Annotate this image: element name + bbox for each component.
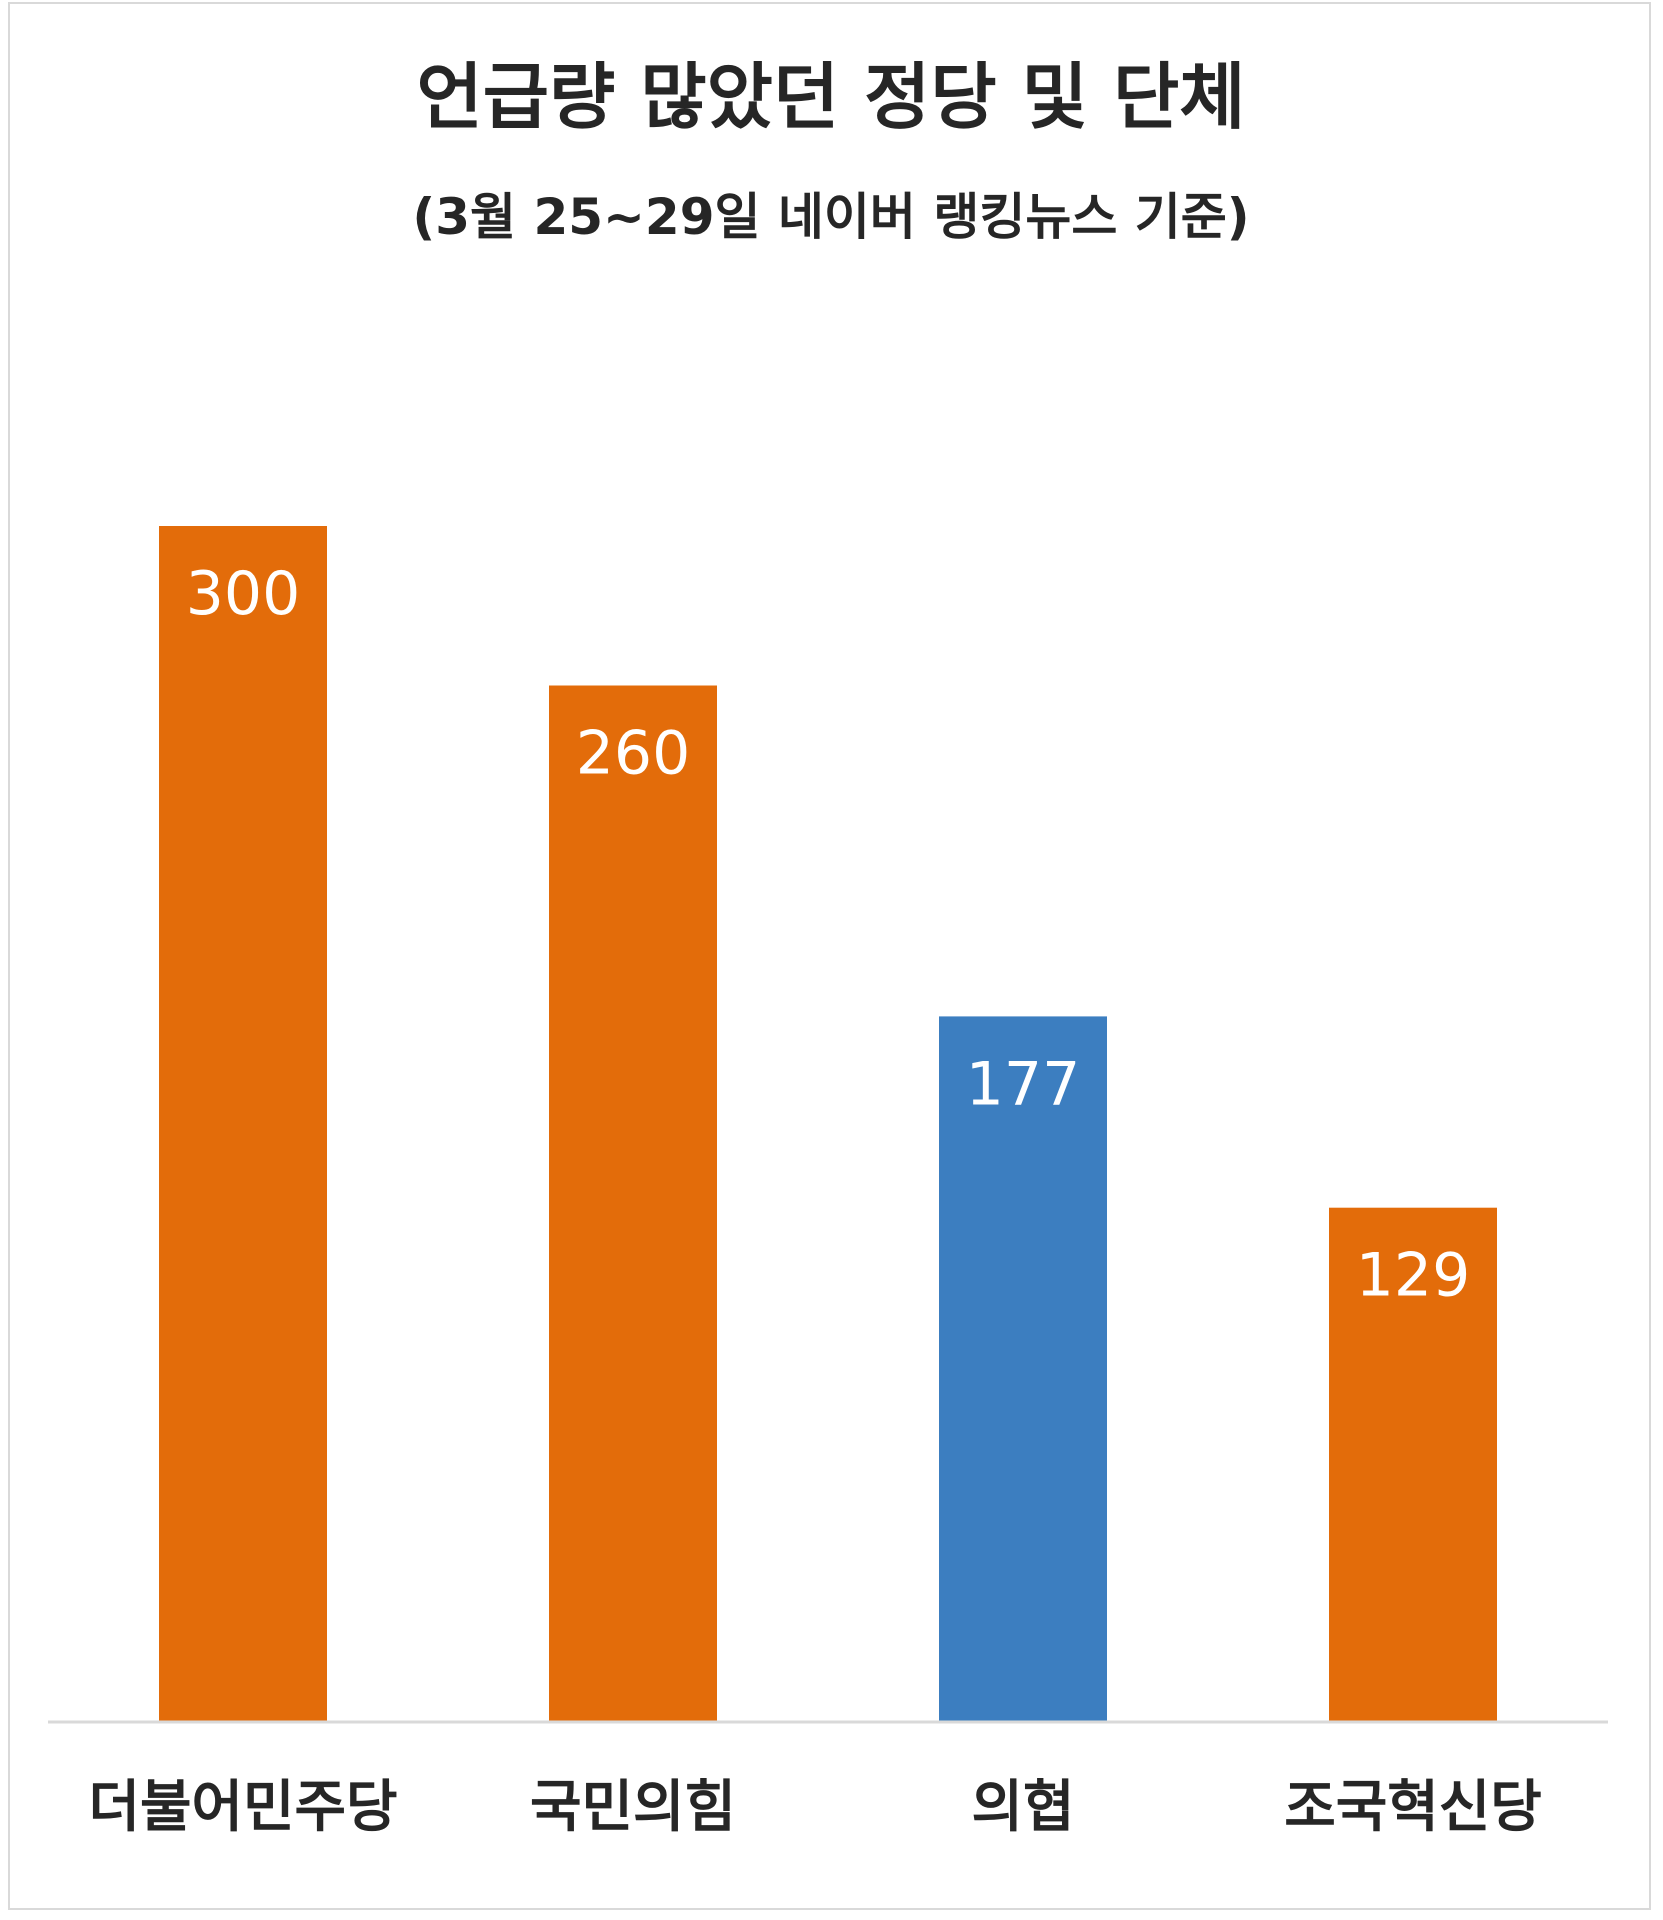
category-label-3: 조국혁신당 xyxy=(1284,1775,1542,1840)
data-label-3: 129 xyxy=(1356,1241,1471,1311)
category-label-0: 더불어민주당 xyxy=(88,1775,397,1840)
category-label-2: 의협 xyxy=(971,1775,1074,1840)
chart-subtitle: (3월 25~29일 네이버 랭킹뉴스 기준) xyxy=(412,188,1249,246)
chart-title: 언급량 많았던 정당 및 단체 xyxy=(417,55,1246,139)
bar-3 xyxy=(1329,1207,1497,1722)
category-label-1: 국민의힘 xyxy=(530,1775,736,1840)
bar-0 xyxy=(159,526,327,1722)
labels-layer: 더불어민주당 국민의힘 의협 조국혁신당 xyxy=(88,1775,1541,1840)
bar-2 xyxy=(939,1016,1107,1722)
data-label-1: 260 xyxy=(576,719,691,789)
data-label-2: 177 xyxy=(966,1049,1081,1119)
bar-1 xyxy=(549,685,717,1722)
data-label-0: 300 xyxy=(186,559,301,629)
bars-layer: 300 260 177 129 xyxy=(159,526,1497,1722)
